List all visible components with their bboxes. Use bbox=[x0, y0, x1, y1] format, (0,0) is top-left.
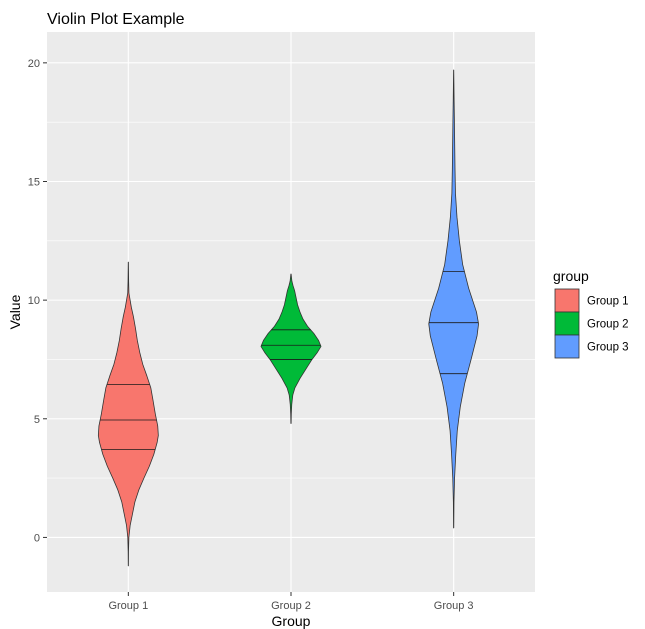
x-axis-title: Group bbox=[272, 613, 311, 629]
legend-label: Group 3 bbox=[587, 342, 629, 354]
legend-key-group-1 bbox=[554, 288, 580, 313]
legend-label: Group 1 bbox=[587, 296, 629, 308]
y-tick-label: 10 bbox=[28, 295, 40, 307]
legend-keys: Group 1 Group 2 Group 3 bbox=[554, 288, 629, 359]
x-tick-label: Group 2 bbox=[271, 600, 311, 612]
y-tick-label: 5 bbox=[34, 414, 40, 426]
legend-title: group bbox=[553, 268, 589, 284]
legend: group Group 1 Group 2 Group 3 bbox=[553, 268, 629, 359]
y-tick-label: 0 bbox=[34, 532, 40, 544]
violin-group-3 bbox=[428, 69, 479, 529]
x-axis: Group 1 Group 2 Group 3 bbox=[108, 592, 474, 612]
chart-title: Violin Plot Example bbox=[47, 11, 185, 28]
y-axis-title: Value bbox=[7, 294, 23, 329]
legend-label: Group 2 bbox=[587, 319, 629, 331]
y-tick-label: 15 bbox=[28, 176, 40, 188]
y-tick-label: 20 bbox=[28, 58, 40, 70]
violins bbox=[97, 69, 479, 567]
x-tick-label: Group 1 bbox=[108, 600, 148, 612]
legend-key-group-3 bbox=[554, 334, 580, 359]
y-axis: 0 5 10 15 20 bbox=[28, 58, 47, 544]
violin-group-1 bbox=[97, 261, 159, 567]
legend-key-group-2 bbox=[554, 311, 580, 336]
x-tick-label: Group 3 bbox=[434, 600, 474, 612]
